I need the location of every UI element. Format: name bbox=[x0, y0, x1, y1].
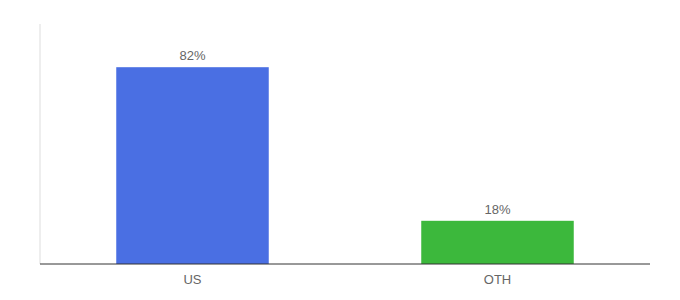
x-tick-label: OTH bbox=[484, 272, 511, 287]
y-axis-line bbox=[40, 24, 41, 264]
chart-container: US OTH 82% 18% bbox=[0, 0, 680, 300]
bars bbox=[116, 67, 574, 264]
bar bbox=[116, 67, 269, 264]
chart-svg: US OTH 82% 18% bbox=[0, 0, 680, 300]
x-axis-line bbox=[40, 264, 650, 265]
data-label: 18% bbox=[484, 202, 510, 217]
x-tick-label: US bbox=[183, 272, 201, 287]
bar bbox=[421, 221, 574, 264]
data-label: 82% bbox=[179, 48, 205, 63]
